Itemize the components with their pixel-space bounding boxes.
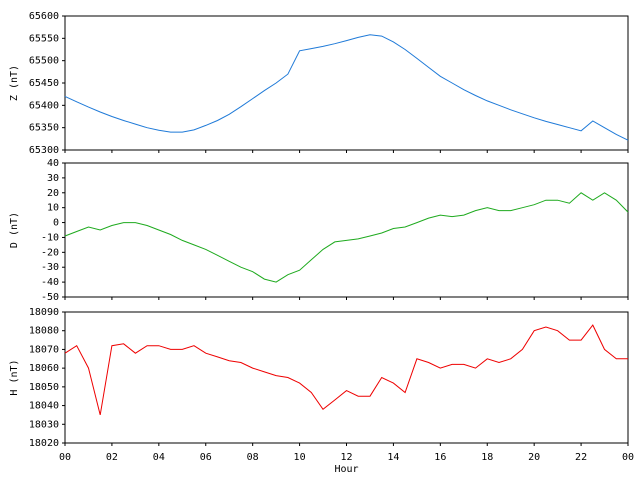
x-tick-label: 06 xyxy=(200,452,212,463)
y-tick-label: 20 xyxy=(47,188,59,199)
y-tick-label: 65350 xyxy=(29,123,59,134)
plot-frame xyxy=(64,15,629,151)
plot-frame xyxy=(64,162,629,298)
x-tick-label: 20 xyxy=(528,452,540,463)
x-tick-label: 18 xyxy=(481,452,493,463)
y-tick-label: 65600 xyxy=(29,11,59,22)
data-line xyxy=(64,324,628,416)
y-tick-label: 18030 xyxy=(29,419,59,430)
x-tick-label: 04 xyxy=(153,452,165,463)
y-tick-label: 0 xyxy=(53,218,59,229)
y-tick-label: 10 xyxy=(47,203,59,214)
y-tick-label: 18050 xyxy=(29,382,59,393)
x-tick-label: 02 xyxy=(106,452,118,463)
y-tick-label: 65500 xyxy=(29,56,59,67)
y-tick-label: 30 xyxy=(47,173,59,184)
y-tick-label: 65400 xyxy=(29,100,59,111)
y-tick-label: 40 xyxy=(47,158,59,169)
data-line xyxy=(64,34,629,141)
x-tick-label: 14 xyxy=(387,452,399,463)
y-tick-label: 65550 xyxy=(29,33,59,44)
y-tick-label: -30 xyxy=(41,262,59,273)
x-tick-label: 12 xyxy=(340,452,352,463)
y-tick-label: 18070 xyxy=(29,344,59,355)
y-axis-label: Z (nT) xyxy=(9,65,20,101)
y-tick-label: 65300 xyxy=(29,145,59,156)
x-tick-label: 08 xyxy=(247,452,259,463)
y-tick-label: 65450 xyxy=(29,78,59,89)
y-tick-label: 18090 xyxy=(29,307,59,318)
y-tick-label: 18060 xyxy=(29,363,59,374)
data-line xyxy=(64,192,629,283)
y-axis-label: D (nT) xyxy=(9,212,20,248)
y-tick-label: -40 xyxy=(41,277,59,288)
y-tick-label: 18040 xyxy=(29,401,59,412)
y-axis-label: H (nT) xyxy=(9,359,20,395)
y-tick-label: -50 xyxy=(41,292,59,303)
x-axis-label: Hour xyxy=(334,464,358,475)
y-tick-label: 18080 xyxy=(29,326,59,337)
y-tick-label: -20 xyxy=(41,247,59,258)
x-tick-label: 22 xyxy=(575,452,587,463)
x-tick-label: 00 xyxy=(622,452,634,463)
x-tick-label: 00 xyxy=(59,452,71,463)
y-tick-label: 18020 xyxy=(29,438,59,449)
x-tick-label: 16 xyxy=(434,452,446,463)
y-tick-label: -10 xyxy=(41,232,59,243)
plot-frame xyxy=(64,311,629,444)
x-tick-label: 10 xyxy=(294,452,306,463)
